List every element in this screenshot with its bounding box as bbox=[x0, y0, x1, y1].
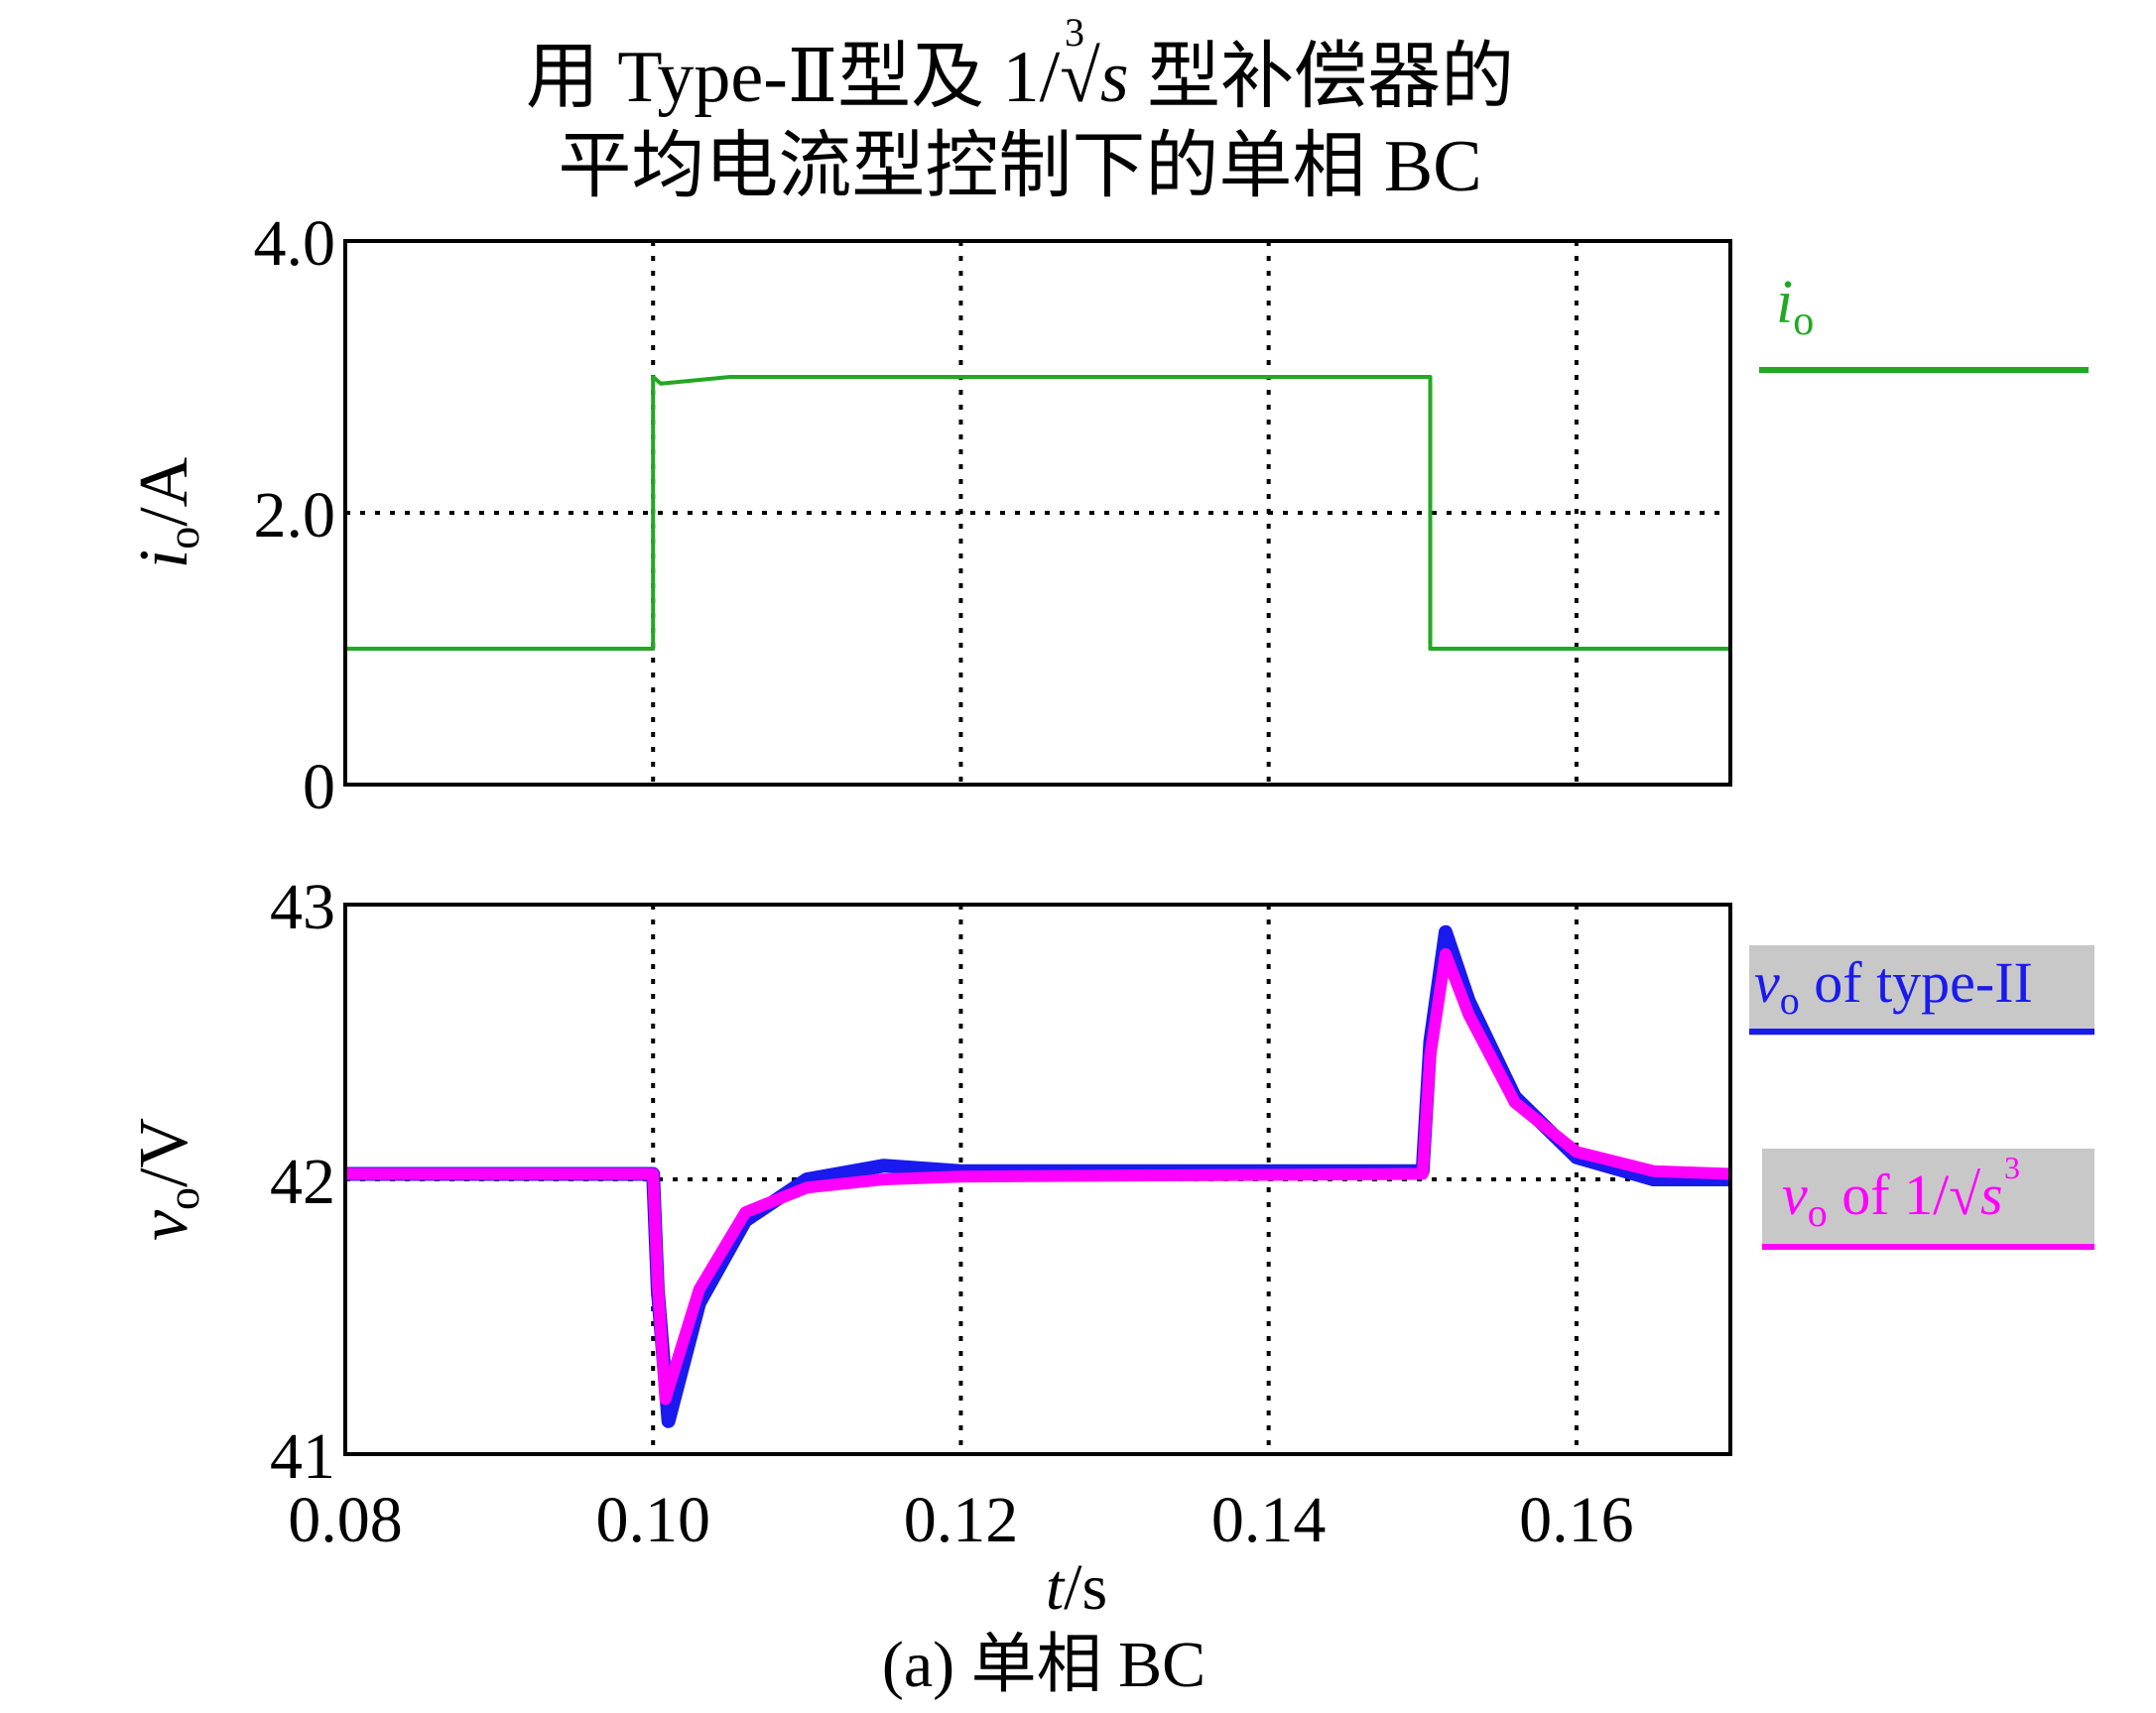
figure-title-line1: 用 Type-Ⅱ型及 1/√s 型补偿器的 bbox=[526, 37, 1514, 118]
gridlines bbox=[345, 241, 1730, 785]
plot-frame bbox=[343, 903, 1732, 1456]
gridlines bbox=[345, 905, 1730, 1454]
y-tick-label: 4.0 bbox=[254, 207, 336, 280]
legend-vo-cubic-radical: √ bbox=[1949, 1162, 1980, 1227]
figure-caption: (a) 单相 BC bbox=[882, 1629, 1205, 1701]
x-tick-label: 0.14 bbox=[1211, 1484, 1327, 1556]
xlabel-unit: /s bbox=[1064, 1551, 1107, 1624]
ylabel-var: i bbox=[126, 550, 202, 568]
legend-vo-cubic: vo of 1/√s 3 bbox=[1762, 1149, 2094, 1250]
series-group bbox=[345, 375, 1730, 651]
title-root-var: s bbox=[1100, 37, 1129, 118]
plot-frame bbox=[343, 239, 1732, 787]
legend-vo-type2-sub: o bbox=[1780, 978, 1800, 1023]
chart-panel-io: 02.04.0 io/A io bbox=[126, 207, 2089, 823]
legend-io: io bbox=[1759, 269, 2089, 373]
series-group bbox=[345, 924, 1731, 1428]
legend-vo-type2-text: of type-II bbox=[1800, 950, 2033, 1015]
ylabel-sub: o bbox=[158, 527, 208, 550]
y-axis-label: vo/V bbox=[126, 1118, 208, 1241]
title-part-after: 型补偿器的 bbox=[1129, 37, 1515, 118]
legend-vo-cubic-var: v bbox=[1782, 1162, 1808, 1227]
figure-title-line2: 平均电流型控制下的单相 BC bbox=[558, 126, 1481, 207]
legend-vo-type2-var: v bbox=[1754, 950, 1780, 1015]
legend-io-var: i bbox=[1776, 269, 1793, 336]
y-tick-label: 41 bbox=[270, 1420, 335, 1493]
title-root-radical: √ bbox=[1060, 37, 1100, 118]
legend-vo-cubic-label: vo of 1/√s bbox=[1782, 1162, 2003, 1235]
ylabel-unit: /V bbox=[126, 1118, 202, 1187]
series-line-vo_cubic bbox=[345, 947, 1731, 1406]
ylabel-var: v bbox=[126, 1209, 202, 1241]
title-root-index: 3 bbox=[1065, 10, 1084, 55]
y-tick-label: 0 bbox=[303, 751, 335, 823]
legend-vo-cubic-text: of 1/ bbox=[1828, 1162, 1950, 1227]
y-tick-labels: 41 42 43 bbox=[270, 871, 335, 1493]
legend-vo-type2-bg bbox=[1749, 945, 2094, 1036]
xlabel-var: t bbox=[1046, 1551, 1066, 1624]
y-tick-label: 2.0 bbox=[254, 479, 336, 551]
legend-vo-type2-label: vo of type-II bbox=[1754, 950, 2033, 1023]
y-tick-label: 42 bbox=[270, 1146, 335, 1218]
x-tick-label: 0.10 bbox=[595, 1484, 710, 1556]
title-part-before: 用 Type-Ⅱ型及 1/ bbox=[526, 37, 1061, 118]
legend-vo-cubic-root-index: 3 bbox=[2004, 1150, 2020, 1185]
legend-vo-type2: vo of type-II bbox=[1749, 945, 2094, 1036]
y-tick-labels: 0 2.0 4.0 bbox=[254, 207, 336, 823]
legend-io-sub: o bbox=[1793, 299, 1814, 344]
ylabel-sub: o bbox=[158, 1187, 208, 1210]
y-axis-label: io/A bbox=[126, 456, 208, 568]
x-tick-label: 0.16 bbox=[1519, 1484, 1634, 1556]
legend-vo-cubic-bg bbox=[1762, 1149, 2094, 1248]
legend-vo-cubic-sub: o bbox=[1808, 1190, 1828, 1235]
x-tick-labels: 0.08 0.10 0.12 0.14 0.16 bbox=[288, 1484, 1633, 1556]
ylabel-unit: /A bbox=[126, 456, 202, 526]
x-tick-label: 0.08 bbox=[288, 1484, 403, 1556]
series-line-io bbox=[345, 375, 1730, 651]
x-tick-label: 0.12 bbox=[904, 1484, 1019, 1556]
y-tick-label: 43 bbox=[270, 871, 335, 943]
legend-io-label: io bbox=[1776, 269, 1814, 344]
x-axis-label: t/s bbox=[1046, 1551, 1107, 1624]
legend-vo-cubic-root-var: s bbox=[1980, 1162, 2003, 1227]
